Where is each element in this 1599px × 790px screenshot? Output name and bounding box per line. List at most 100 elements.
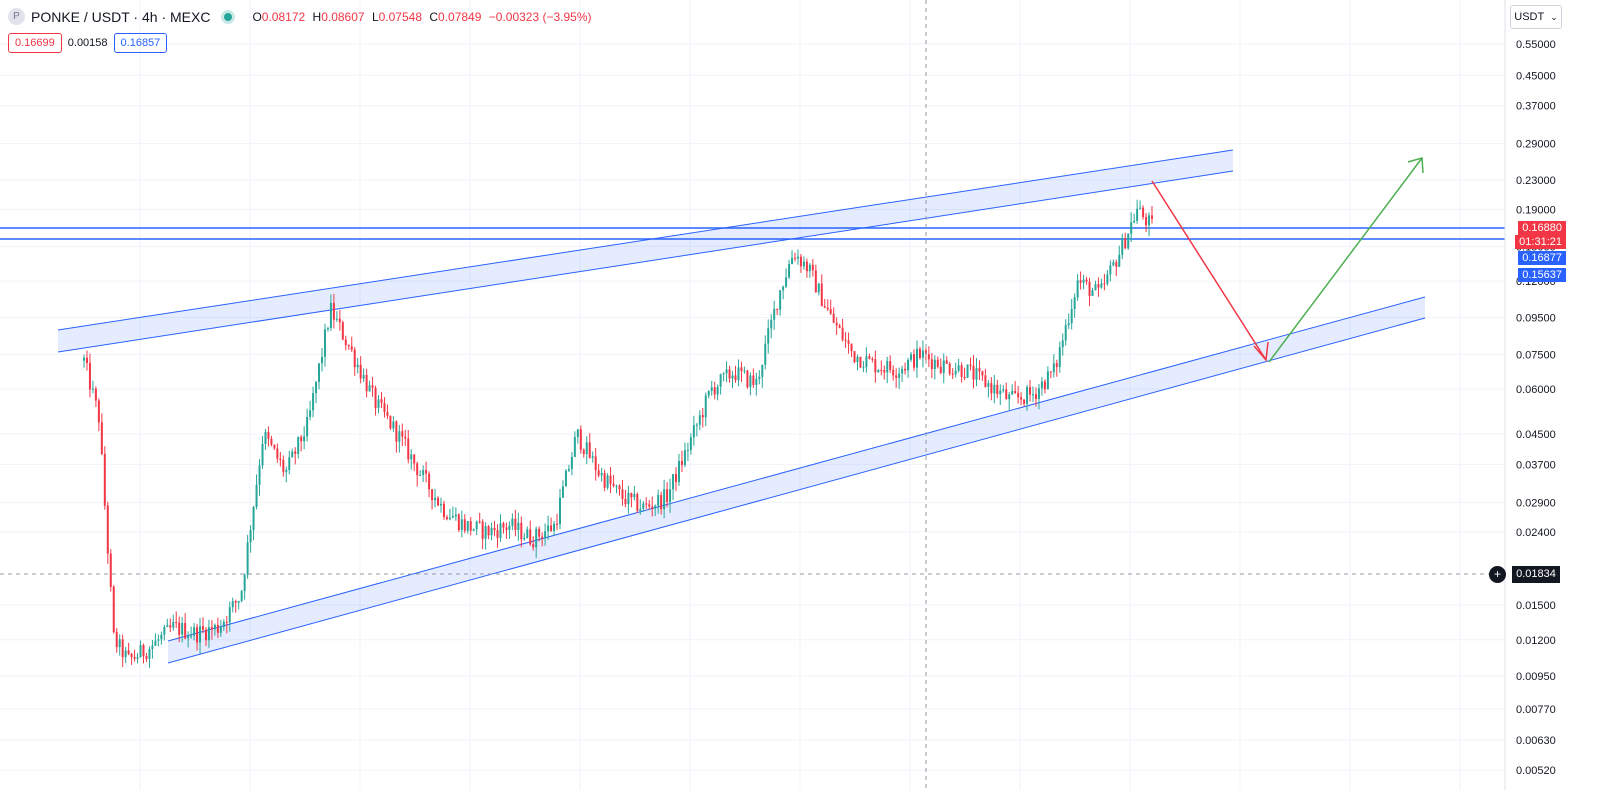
candle-body [898, 373, 901, 378]
candle-body [166, 625, 169, 627]
candle-body [148, 649, 151, 659]
candle-body [770, 319, 773, 329]
candle-body [817, 283, 820, 293]
candle-body [309, 410, 312, 417]
y-tick-label: 0.45000 [1516, 70, 1556, 82]
horizontal-levels[interactable] [0, 227, 1505, 240]
candle-body [990, 383, 993, 394]
lower-channel-bottom [167, 317, 1426, 664]
upper-channel-fill [58, 150, 1233, 352]
candle-body [788, 263, 791, 278]
candle-body [1085, 279, 1088, 282]
candle-body [1026, 387, 1029, 404]
candle-body [1037, 388, 1040, 399]
candle-body [294, 451, 297, 454]
candle-body [508, 525, 511, 530]
candle-body [761, 364, 764, 377]
y-tick-label: 0.23000 [1516, 175, 1556, 187]
candle-body [755, 378, 758, 385]
symbol-title[interactable]: PONKE / USDT · 4h · MEXC [31, 8, 211, 25]
candle-body [1046, 371, 1049, 390]
candle-body [541, 536, 544, 539]
candle-body [454, 514, 457, 517]
price-axis[interactable]: 0.55000 0.45000 0.37000 0.29000 0.23000 0.190… [1504, 0, 1556, 790]
candle-body [624, 498, 627, 505]
candle-body [1034, 394, 1037, 399]
candle-body [651, 506, 654, 509]
candle-body [1118, 254, 1121, 267]
candle-body [371, 385, 374, 388]
candle-body [130, 653, 133, 658]
candle-body [1052, 363, 1055, 373]
candle-body [639, 508, 642, 511]
candle-body [829, 309, 832, 314]
last-price-tag: 0.16880 [1518, 221, 1566, 235]
candle-body [193, 627, 196, 636]
candle-body [487, 526, 490, 536]
candle-body [252, 506, 255, 531]
candle-body [582, 449, 585, 455]
candle-body [951, 373, 954, 375]
candle-body [883, 370, 886, 373]
candle-body [425, 470, 428, 474]
candle-body [1106, 274, 1109, 284]
y-tick-label: 0.00770 [1516, 704, 1556, 716]
candle-body [100, 422, 103, 455]
candle-body [1088, 281, 1091, 296]
candle-body [1136, 208, 1139, 221]
candle-body [1076, 280, 1079, 298]
buy-price-button[interactable]: 0.16857 [113, 33, 168, 53]
candle-body [856, 356, 859, 363]
candle-body [939, 366, 942, 373]
candle-body [913, 354, 916, 368]
candle-body [904, 368, 907, 371]
candle-body [1014, 391, 1017, 393]
y-tick-label: 0.55000 [1516, 39, 1556, 51]
candle-body [1112, 262, 1115, 266]
candle-body [380, 399, 383, 403]
candle-body [588, 442, 591, 458]
add-alert-plus-icon[interactable]: + [1489, 566, 1506, 583]
candle-body [782, 286, 785, 291]
candle-body [338, 318, 341, 323]
candle-body [267, 431, 270, 439]
candle-body [907, 359, 910, 371]
candle-body [320, 356, 323, 364]
candle-body [273, 444, 276, 449]
candle-body [859, 356, 862, 368]
forecast-arrows[interactable] [1151, 157, 1424, 363]
candle-body [493, 527, 496, 531]
candle-body [434, 497, 437, 501]
candle-body [811, 264, 814, 271]
candle-body [219, 627, 222, 633]
candle-body [984, 375, 987, 387]
y-tick-label: 0.02400 [1516, 527, 1556, 539]
candle-body [127, 650, 130, 654]
currency-selector[interactable]: USDT ⌄ [1510, 5, 1562, 29]
candle-body [419, 474, 422, 476]
candle-body [121, 639, 124, 658]
candle-body [285, 469, 288, 472]
candle-body [794, 257, 797, 259]
market-status-icon[interactable] [224, 12, 233, 21]
candle-body [169, 625, 172, 628]
price-change: −0.00323 (−3.95%) [488, 9, 592, 24]
candle-body [675, 474, 678, 483]
candle-body [719, 374, 722, 387]
candle-body [1091, 290, 1094, 296]
candle-body [698, 415, 701, 425]
candle-body [975, 368, 978, 380]
candle-body [315, 381, 318, 394]
candle-body [395, 421, 398, 442]
candle-body [948, 363, 951, 374]
trend-channels[interactable] [57, 149, 1426, 664]
candle-body [368, 385, 371, 392]
candle-body [398, 431, 401, 442]
candle-body [746, 370, 749, 388]
sell-price-button[interactable]: 0.16699 [8, 33, 62, 53]
candle-body [722, 373, 725, 375]
candle-body [318, 363, 321, 382]
candle-body [862, 367, 865, 369]
candle-body [1058, 347, 1061, 368]
